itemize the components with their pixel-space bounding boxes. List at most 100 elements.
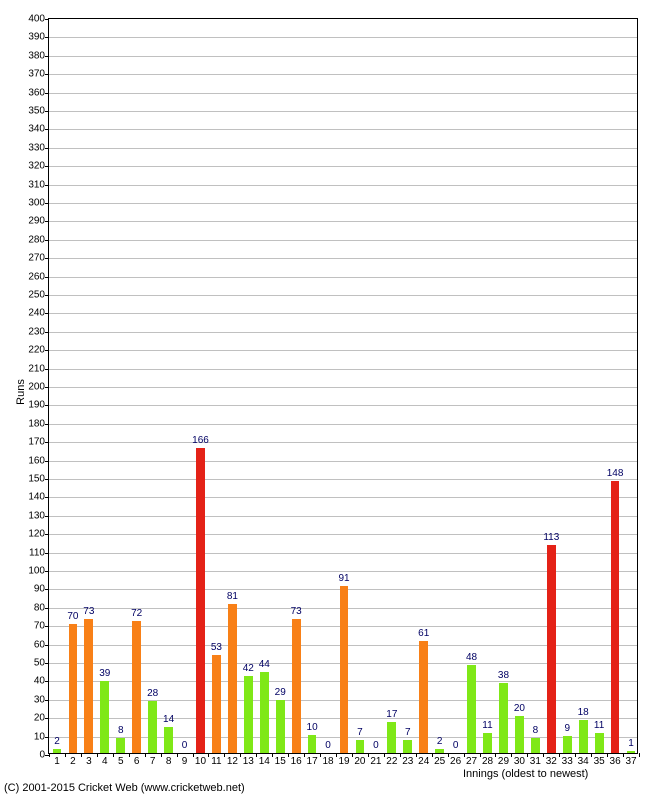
grid-line [49, 37, 637, 38]
x-tick-mark [193, 753, 194, 757]
bar [132, 621, 141, 753]
grid-line [49, 166, 637, 167]
y-tick-mark [45, 295, 49, 296]
y-tick-label: 10 [34, 731, 45, 742]
bar-value-label: 166 [192, 435, 209, 446]
x-tick-label: 9 [182, 756, 188, 767]
bar [563, 736, 572, 753]
x-tick-label: 17 [307, 756, 318, 767]
y-tick-mark [45, 387, 49, 388]
x-tick-label: 29 [498, 756, 509, 767]
bar-value-label: 8 [533, 725, 539, 736]
y-tick-mark [45, 681, 49, 682]
grid-line [49, 148, 637, 149]
x-tick-mark [288, 753, 289, 757]
y-tick-mark [45, 313, 49, 314]
y-tick-mark [45, 185, 49, 186]
y-tick-label: 320 [28, 161, 45, 172]
y-tick-mark [45, 442, 49, 443]
bar [212, 655, 221, 753]
bar [595, 733, 604, 753]
x-tick-label: 8 [166, 756, 172, 767]
x-tick-label: 13 [243, 756, 254, 767]
bar [403, 740, 412, 753]
bar-value-label: 81 [227, 591, 238, 602]
x-tick-mark [208, 753, 209, 757]
y-tick-label: 350 [28, 106, 45, 117]
y-tick-label: 80 [34, 602, 45, 613]
y-tick-label: 330 [28, 142, 45, 153]
y-tick-mark [45, 166, 49, 167]
x-tick-mark [336, 753, 337, 757]
x-tick-label: 26 [450, 756, 461, 767]
x-tick-label: 20 [354, 756, 365, 767]
bar [531, 738, 540, 753]
x-tick-label: 10 [195, 756, 206, 767]
bar [100, 681, 109, 753]
grid-line [49, 277, 637, 278]
bar [228, 604, 237, 753]
y-tick-mark [45, 74, 49, 75]
x-tick-mark [65, 753, 66, 757]
y-tick-mark [45, 479, 49, 480]
grid-line [49, 129, 637, 130]
bar-value-label: 7 [357, 727, 363, 738]
x-tick-mark [464, 753, 465, 757]
y-tick-mark [45, 534, 49, 535]
x-tick-label: 36 [610, 756, 621, 767]
bar-value-label: 28 [147, 688, 158, 699]
x-tick-mark [145, 753, 146, 757]
y-tick-label: 360 [28, 87, 45, 98]
grid-line [49, 424, 637, 425]
bar-value-label: 113 [543, 532, 559, 543]
y-tick-mark [45, 277, 49, 278]
x-tick-label: 34 [578, 756, 589, 767]
grid-line [49, 479, 637, 480]
grid-line [49, 369, 637, 370]
chart-container: 0102030405060708090100110120130140150160… [0, 0, 650, 800]
y-tick-label: 170 [28, 437, 45, 448]
x-tick-label: 3 [86, 756, 92, 767]
x-tick-mark [527, 753, 528, 757]
bar-value-label: 39 [99, 668, 110, 679]
grid-line [49, 74, 637, 75]
x-tick-label: 18 [322, 756, 333, 767]
y-tick-mark [45, 369, 49, 370]
x-tick-mark [97, 753, 98, 757]
x-tick-mark [543, 753, 544, 757]
bar-value-label: 8 [118, 725, 124, 736]
x-tick-mark [272, 753, 273, 757]
grid-line [49, 461, 637, 462]
x-tick-label: 30 [514, 756, 525, 767]
bar [547, 545, 556, 753]
y-tick-label: 130 [28, 510, 45, 521]
bar [579, 720, 588, 753]
bar-value-label: 10 [307, 722, 318, 733]
bar-value-label: 18 [578, 707, 589, 718]
y-tick-label: 390 [28, 32, 45, 43]
bar-value-label: 2 [437, 736, 443, 747]
y-tick-mark [45, 221, 49, 222]
x-tick-label: 16 [291, 756, 302, 767]
y-tick-mark [45, 553, 49, 554]
y-tick-mark [45, 626, 49, 627]
grid-line [49, 203, 637, 204]
grid-line [49, 93, 637, 94]
x-tick-label: 2 [70, 756, 76, 767]
bar-value-label: 148 [607, 468, 624, 479]
x-tick-mark [49, 753, 50, 757]
bar [260, 672, 269, 753]
y-tick-mark [45, 718, 49, 719]
bar [611, 481, 620, 753]
y-tick-mark [45, 148, 49, 149]
y-tick-label: 190 [28, 400, 45, 411]
y-tick-mark [45, 56, 49, 57]
x-tick-mark [384, 753, 385, 757]
bar-value-label: 29 [275, 687, 286, 698]
bar [308, 735, 317, 753]
y-axis-title: Runs [15, 379, 27, 405]
bar-value-label: 73 [83, 606, 94, 617]
bar-value-label: 0 [453, 740, 459, 751]
y-tick-mark [45, 258, 49, 259]
y-tick-mark [45, 645, 49, 646]
